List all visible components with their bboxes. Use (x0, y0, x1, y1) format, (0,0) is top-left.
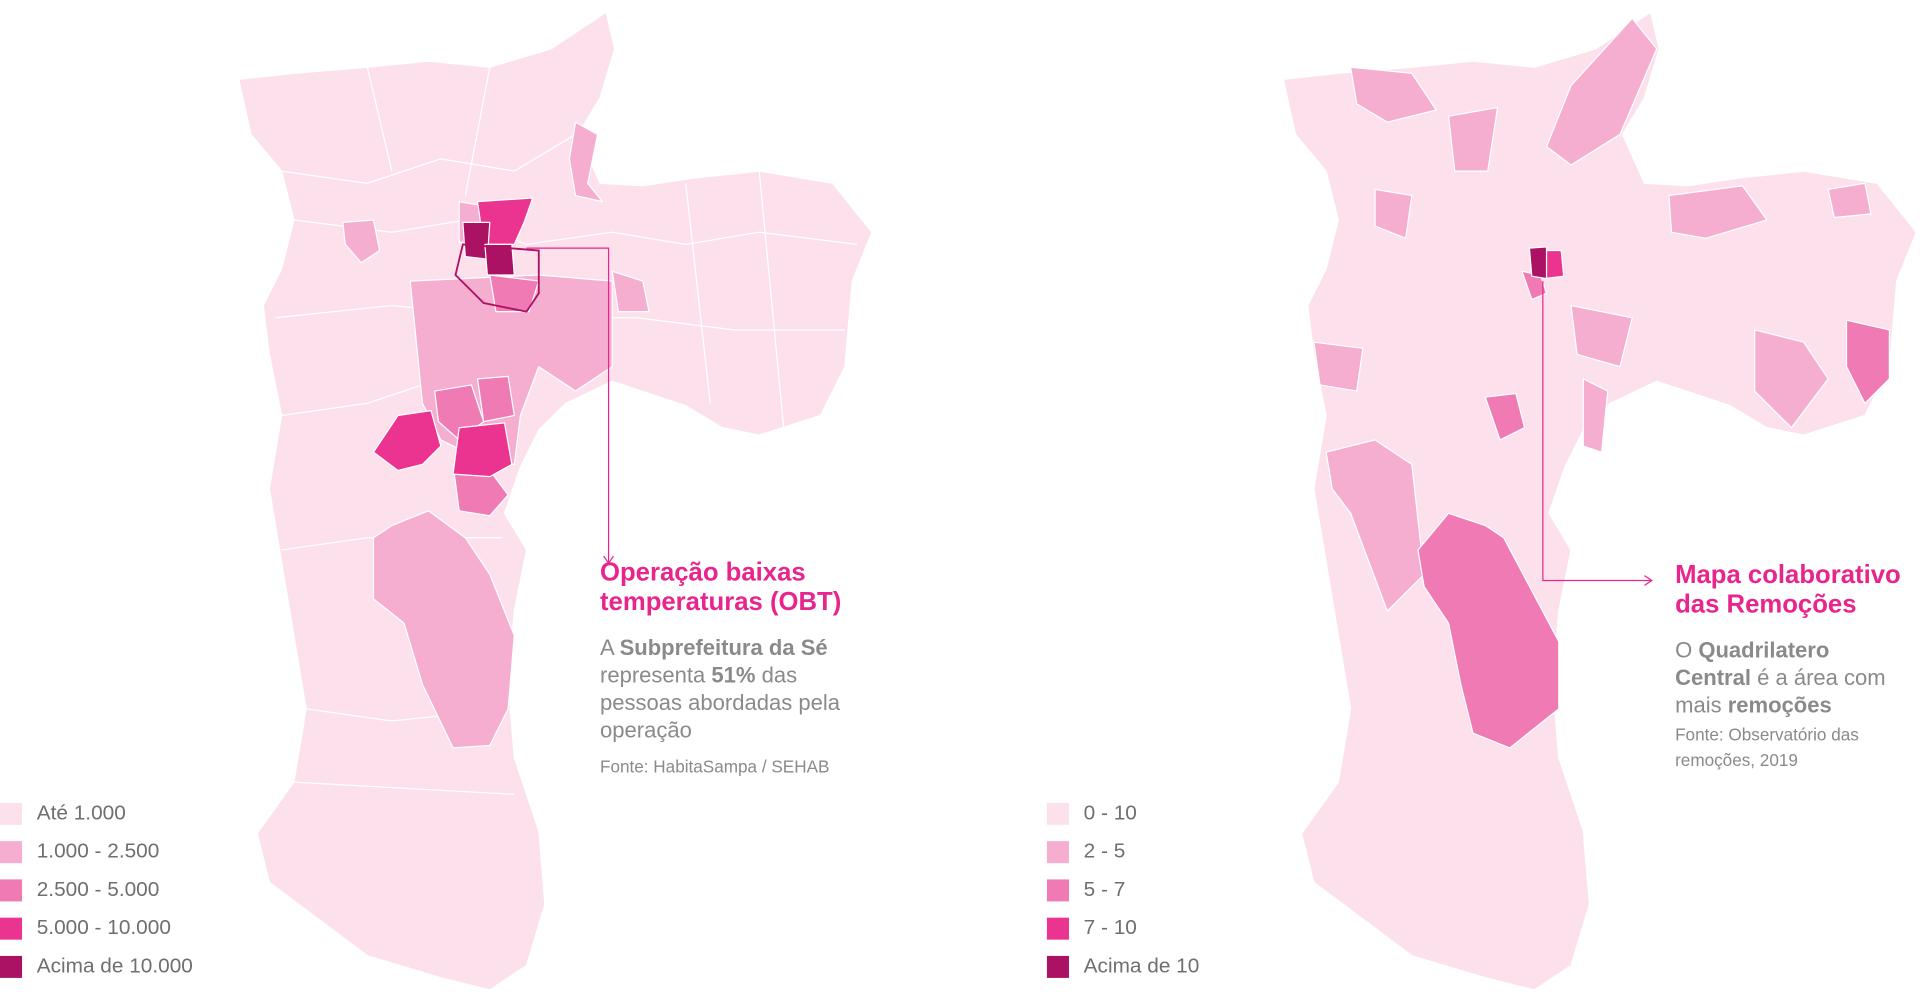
description-line: A Subprefeitura da Sé (600, 635, 828, 660)
region (1528, 246, 1548, 280)
map-right (1282, 11, 1917, 991)
region (452, 422, 513, 478)
legend-label: Acima de 10.000 (37, 954, 193, 977)
region (476, 375, 515, 423)
region (489, 274, 540, 313)
description-bold: Subprefeitura da Sé (620, 635, 828, 660)
description-line: Central é a área com (1675, 665, 1886, 690)
legend-label: 5 - 7 (1084, 878, 1126, 901)
region (1827, 182, 1872, 219)
description-bold: Quadrilatero (1698, 638, 1829, 663)
description-line: representa 51% das (600, 663, 797, 688)
region (1313, 341, 1364, 392)
description-bold: remoções (1728, 692, 1832, 717)
region (1668, 185, 1768, 239)
map-title: temperaturas (OBT) (600, 588, 841, 616)
leader-line (1542, 281, 1651, 582)
legend-label: 5.000 - 10.000 (37, 916, 171, 939)
legend-label: Até 1.000 (37, 801, 126, 824)
source: Fonte: Observatório das (1675, 726, 1859, 745)
legend-label: 0 - 10 (1084, 801, 1137, 824)
description-bold: 51% (711, 663, 755, 688)
description-bold: Central (1675, 665, 1751, 690)
legend-swatch (0, 955, 23, 978)
legend-label: 2.500 - 5.000 (37, 878, 160, 901)
legend-label: Acima de 10 (1084, 954, 1200, 977)
region (372, 510, 515, 749)
legend-label: 7 - 10 (1084, 916, 1137, 939)
description-text: das (755, 663, 797, 688)
region (484, 243, 515, 276)
region (1374, 188, 1413, 239)
region (1325, 439, 1425, 612)
description-line: pessoas abordadas pela (600, 690, 841, 715)
map-title: Operação baixas (600, 559, 806, 587)
legend-swatch (1046, 879, 1069, 902)
description-line: mais remoções (1675, 692, 1832, 717)
region (1350, 66, 1437, 123)
leader-arrow (1644, 575, 1653, 586)
description-text: é a área com (1751, 665, 1886, 690)
region (342, 219, 381, 264)
leader-arrow (603, 555, 614, 565)
map-left (238, 11, 873, 991)
legend-label: 2 - 5 (1084, 840, 1126, 863)
map-title: das Remoções (1675, 590, 1856, 618)
region (1570, 304, 1633, 368)
se-outline (454, 243, 540, 313)
region (1417, 512, 1560, 749)
legend-swatch (1046, 802, 1069, 825)
description-line: O Quadrilatero (1675, 638, 1829, 663)
map-title: Mapa colaborativo (1675, 561, 1901, 589)
region (1754, 329, 1829, 429)
description-text: pessoas abordadas pela (600, 690, 841, 715)
description-text: mais (1675, 692, 1728, 717)
region (1545, 17, 1658, 166)
description-text: representa (600, 663, 711, 688)
region (1447, 106, 1499, 172)
region (1582, 378, 1609, 453)
legend-swatch (1046, 955, 1069, 978)
legend-swatch (0, 879, 23, 902)
source: remoções, 2019 (1675, 751, 1798, 770)
legend-swatch (1046, 841, 1069, 864)
region (372, 410, 442, 472)
region (611, 270, 650, 313)
region (1845, 319, 1891, 404)
legend-label: 1.000 - 2.500 (37, 840, 160, 863)
legend-swatch (1046, 917, 1069, 940)
region (1484, 392, 1526, 441)
region (568, 121, 604, 203)
legend-swatch (0, 802, 23, 825)
legend-swatch (0, 841, 23, 864)
description-text: O (1675, 638, 1698, 663)
description-text: operação (600, 718, 692, 743)
description-line: operação (600, 718, 692, 743)
description-text: A (600, 635, 620, 660)
legend-swatch (0, 917, 23, 940)
leader-line (526, 247, 610, 563)
city-outline (238, 11, 873, 991)
source: Fonte: HabitaSampa / SEHAB (600, 757, 829, 776)
